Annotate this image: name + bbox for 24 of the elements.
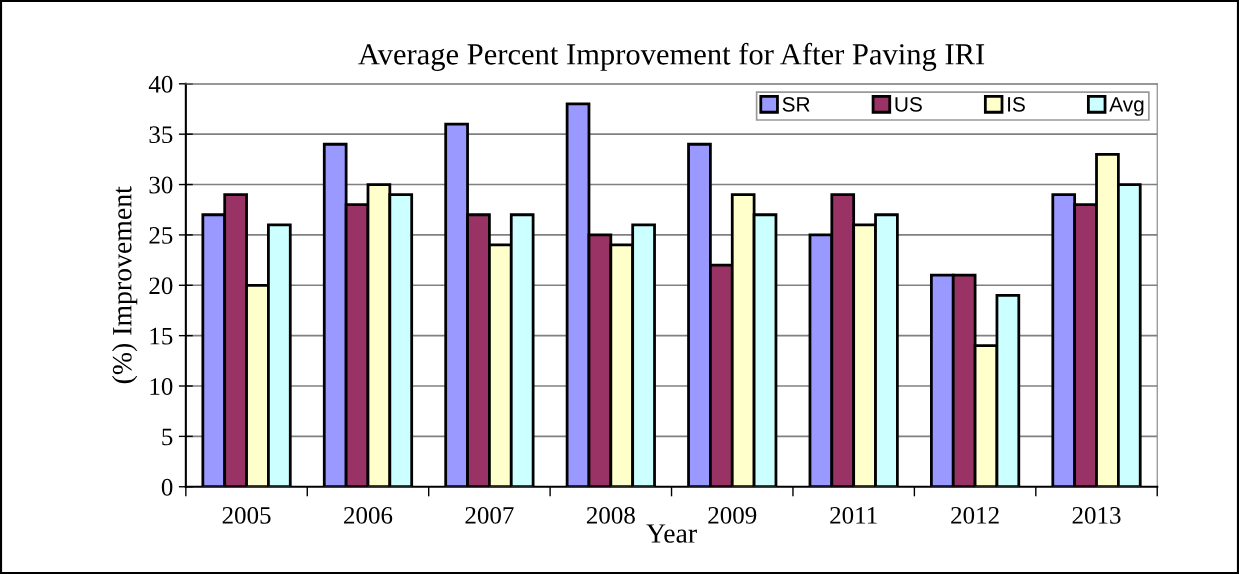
x-tick-label: 2007 [465,506,514,524]
chart-title: Average Percent Improvement for After Paving IRI [358,42,985,71]
y-tick-label: 10 [150,378,173,395]
x-tick-label: 2005 [222,506,271,524]
x-tick-label: 2013 [1072,506,1121,524]
y-tick-label: 35 [149,126,173,144]
x-tick-label: 2009 [708,506,757,524]
x-tick-label: 2006 [344,506,393,524]
x-tick-label: 2012 [951,506,999,524]
y-tick-label: 40 [148,75,173,93]
y-axis-title: (%) Improvement [112,186,138,384]
y-tick-label: 15 [150,327,173,345]
y-tick-label: 0 [161,478,173,496]
legend-label: SR [782,96,810,112]
x-tick-label: 2008 [586,506,635,524]
legend-label: Avg [1109,97,1144,116]
x-tick-label: 2011 [830,506,877,524]
y-tick-label: 30 [149,176,173,194]
y-tick-label: 25 [149,227,173,244]
legend-label: IS [1008,96,1025,112]
x-axis-title: Year [646,524,697,543]
legend-label: US [895,96,922,112]
y-tick-label: 5 [162,428,173,446]
y-tick-label: 20 [149,277,173,295]
